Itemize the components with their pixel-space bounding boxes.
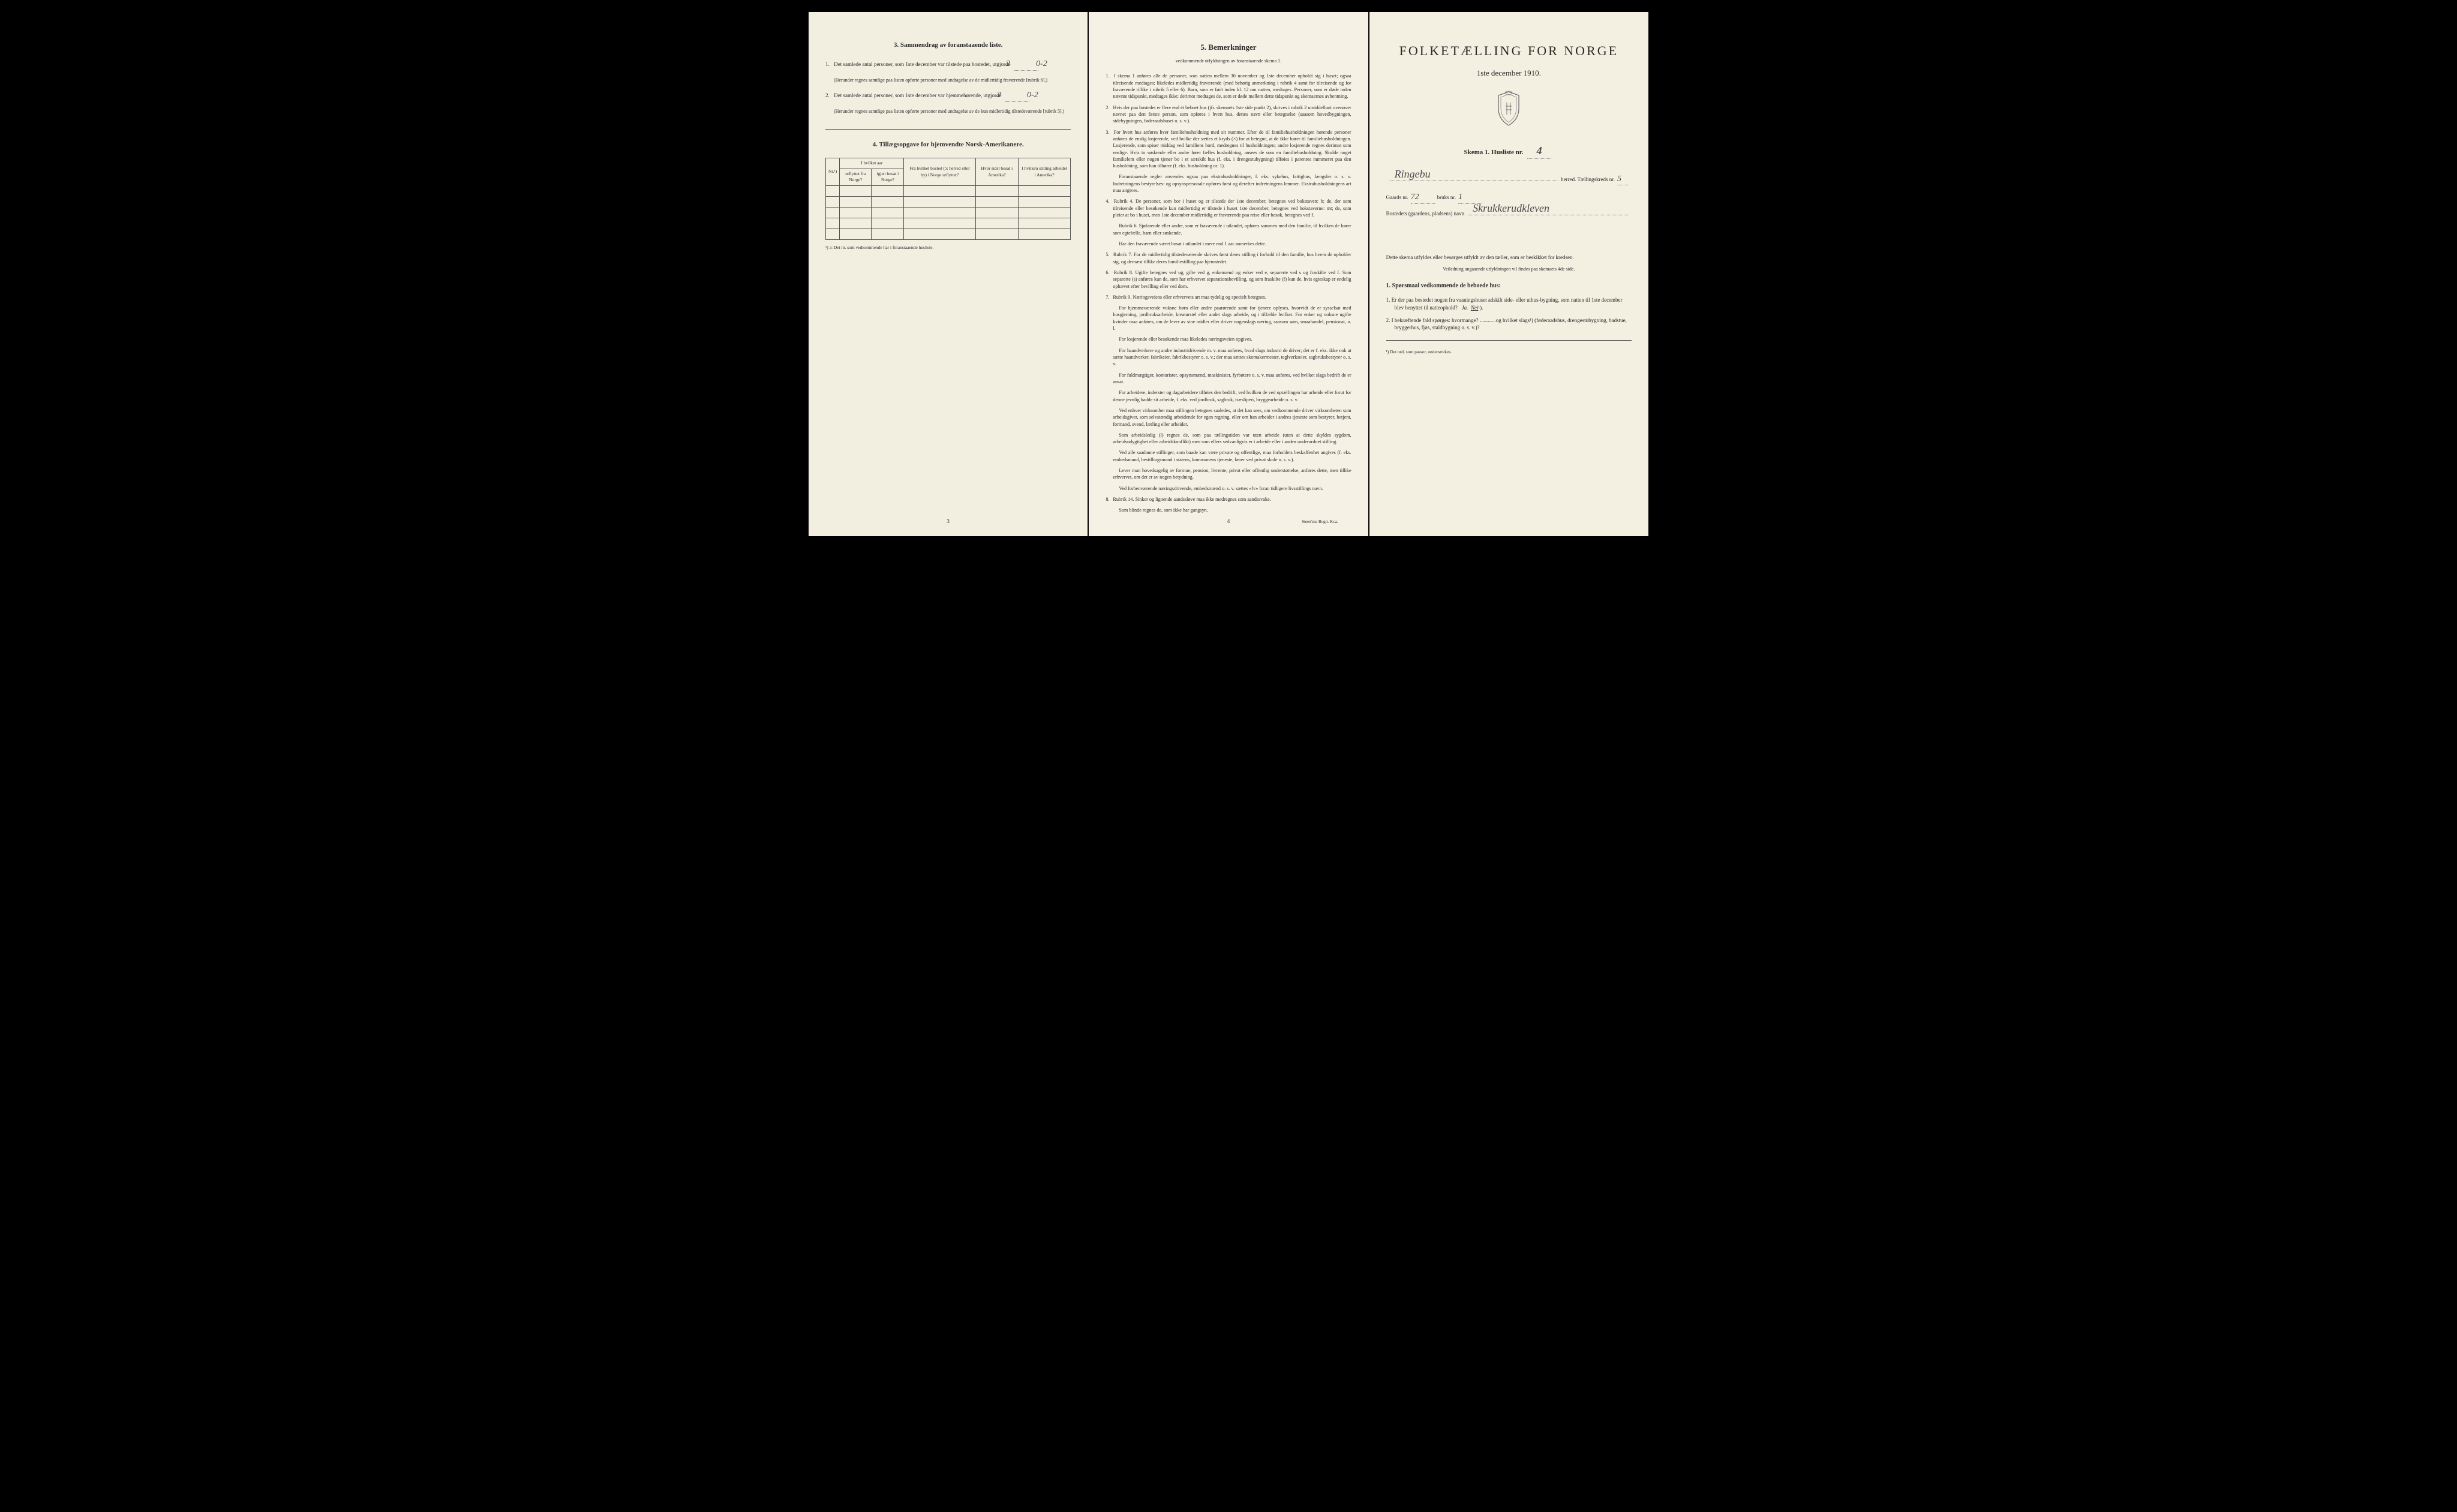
page-number-center: 4 [1227,518,1230,525]
table-row [826,196,1071,207]
rule-para: For arbeidere, inderster og dagarbeidere… [1106,389,1351,403]
rules-list: 1. I skema 1 anføres alle de personer, s… [1106,73,1351,513]
th-utflyttet: utflyttet fra Norge? [840,169,872,185]
question-2: 2. I bekræftende fald spørges: hvormange… [1386,317,1632,332]
page-right: FOLKETÆLLING FOR NORGE 1ste december 191… [1369,12,1648,536]
rule-para: For hjemmeværende voksne børn eller andr… [1106,305,1351,332]
section3-item1: 1. Det samlede antal personer, som 1ste … [825,58,1071,71]
th-aar: I hvilket aar [840,158,904,169]
crest-icon [1386,91,1632,129]
printer-mark: Steen'ske Bogtr. Kr.a. [1302,519,1338,525]
rule-para: Ved enhver virksomhet maa stillingen bet… [1106,407,1351,428]
bosted-line: Bostedets (gaardens, pladsens) navn Skru… [1386,210,1632,218]
document-spread: 3. Sammendrag av foranstaaende liste. 1.… [809,12,1648,536]
th-bosted: Fra hvilket bosted (ɔ: herred eller by) … [904,158,975,186]
rule-para: Har den fraværende været bosat i utlande… [1106,241,1351,247]
rule-item: 8. Rubrik 14. Sinker og lignende aandssl… [1106,496,1351,503]
table-body [826,185,1071,239]
th-stilling: I hvilken stilling arbeidet i Amerika? [1018,158,1070,186]
husliste-nr: 4 [1527,143,1551,159]
item2-value: 2 [1005,89,1029,102]
bosted-navn: Skrukkerudkleven [1473,201,1549,216]
rule-item: 1. I skema 1 anføres alle de personer, s… [1106,73,1351,100]
section3-title: 3. Sammendrag av foranstaaende liste. [825,41,1071,50]
item2-note: (Herunder regnes samtlige paa listen opf… [825,108,1071,115]
question-section: 1. Spørsmaal vedkommende de beboede hus:… [1386,282,1632,331]
item1-value2: 0-2 [1044,58,1049,70]
herred-line: Ringebu herred. Tællingskreds nr. 5 [1386,173,1632,186]
th-bosat: igjen bosat i Norge? [872,169,904,185]
table-row [826,218,1071,229]
page-center: 5. Bemerkninger vedkommende utfyldningen… [1089,12,1368,536]
rule-para: For fuldmægtiger, kontorister, opsynsmæn… [1106,372,1351,386]
item2-value2: 0-2 [1035,89,1040,101]
herred-value: Ringebu [1395,167,1431,182]
rule-item: 4. Rubrik 4. De personer, som bor i huse… [1106,198,1351,218]
question-1: 1. Er der paa bostedet nogen fra vaaning… [1386,296,1632,311]
small-note: Veiledning angaaende utfyldningen vil fi… [1386,266,1632,272]
rule-para: Rubrik 6. Sjøfarende eller andre, som er… [1106,223,1351,236]
page-number-left: 3 [947,518,950,525]
rule-item: 6. Rubrik 8. Ugifte betegnes ved ug, gif… [1106,269,1351,290]
section4-footnote: ¹) ɔ: Det nr. som vedkommende har i fora… [825,245,1071,251]
item1-note: (Herunder regnes samtlige paa listen opf… [825,77,1071,83]
page-left: 3. Sammendrag av foranstaaende liste. 1.… [809,12,1088,536]
sub-title: 1ste december 1910. [1386,68,1632,79]
rule-para: Som arbeidsledig (l) regnes de, som paa … [1106,432,1351,446]
rule-para: Ved alle saadanne stillinger, som baade … [1106,449,1351,463]
divider-right [1386,340,1632,341]
q1-text: Er der paa bostedet nogen fra vaaningshu… [1392,297,1623,311]
rule-para: For losjerende eller besøkende maa likel… [1106,336,1351,342]
rule-para: Ved forhenværende næringsdrivende, embed… [1106,485,1351,492]
rule-para: Som blinde regnes de, som ikke har gangs… [1106,507,1351,513]
rule-para: For haandverkere og andre industridriven… [1106,347,1351,368]
rule-item: 7. Rubrik 9. Næringsveiens eller erhverv… [1106,294,1351,300]
section5-subtitle: vedkommende utfyldningen av foranstaaend… [1106,58,1351,64]
section4-title: 4. Tillægsopgave for hjemvendte Norsk-Am… [825,140,1071,149]
right-footnote: ¹) Det ord, som passer, understrekes. [1386,349,1632,356]
rule-item: 3. For hvert hus anføres hver familiehus… [1106,129,1351,170]
skema-line: Skema 1. Husliste nr. 4 [1386,143,1632,159]
section5-title: 5. Bemerkninger [1106,42,1351,53]
rule-para: Lever man hovedsagelig av formue, pensio… [1106,467,1351,481]
section4-table: Nr.¹) I hvilket aar Fra hvilket bosted (… [825,158,1071,240]
divider [825,129,1071,130]
table-row [826,185,1071,196]
th-amerika: Hvor sidst bosat i Amerika? [975,158,1018,186]
rule-para: Foranstaaende regler anvendes ogsaa paa … [1106,173,1351,194]
section3-item2: 2. Det samlede antal personer, som 1ste … [825,89,1071,102]
q1-answer: Nei [1471,305,1479,311]
body-text: Dette skema utfyldes eller besørges utfy… [1386,254,1632,261]
main-title: FOLKETÆLLING FOR NORGE [1386,42,1632,61]
rule-item: 2. Hvis der paa bostedet er flere end ét… [1106,104,1351,125]
th-nr: Nr.¹) [826,158,840,186]
q-title: 1. Spørsmaal vedkommende de beboede hus: [1386,282,1632,290]
rule-item: 5. Rubrik 7. For de midlertidig tilstede… [1106,251,1351,265]
item1-value: 2 [1014,58,1038,71]
table-row [826,229,1071,239]
kreds-nr: 5 [1617,173,1629,186]
table-row [826,207,1071,218]
gaards-nr: 72 [1411,191,1435,204]
